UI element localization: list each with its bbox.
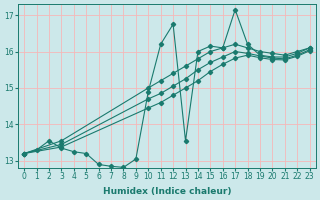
X-axis label: Humidex (Indice chaleur): Humidex (Indice chaleur) — [103, 187, 231, 196]
